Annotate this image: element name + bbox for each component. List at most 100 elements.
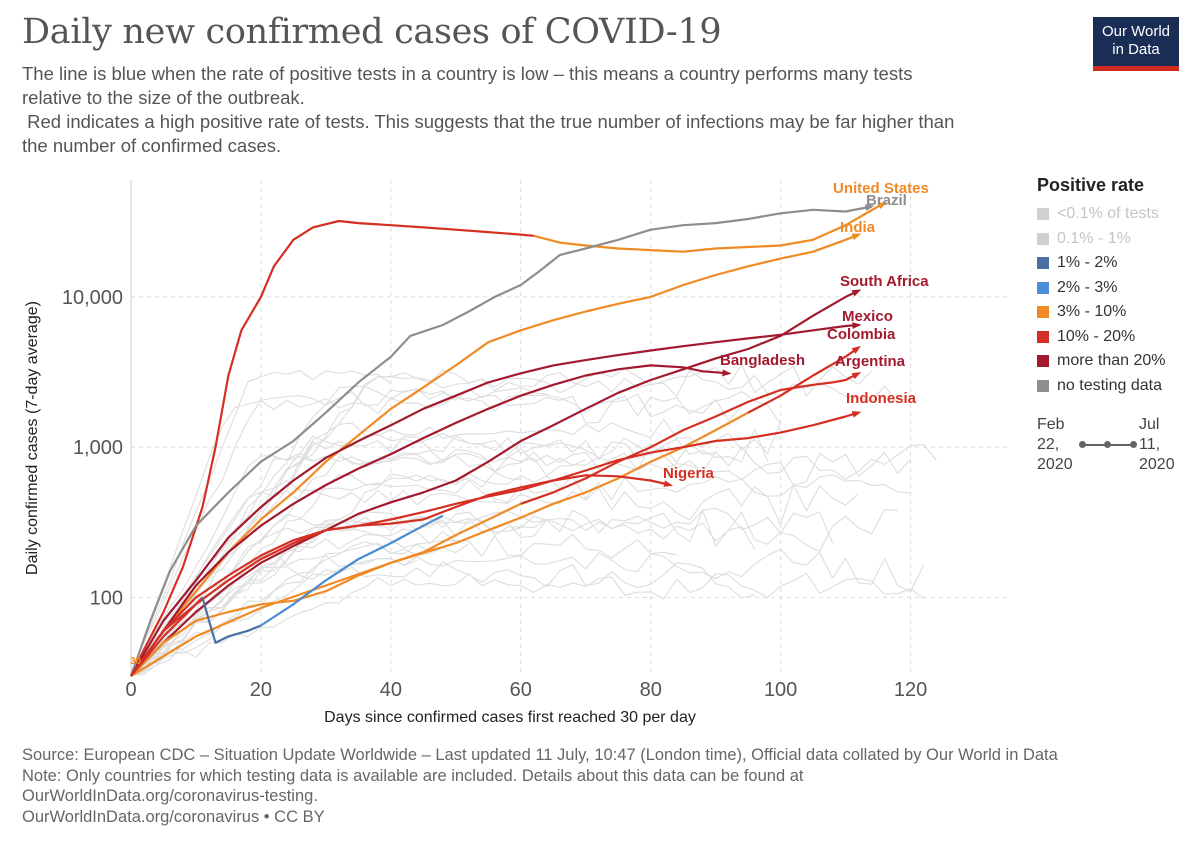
series-end-arrow [851, 289, 862, 297]
series-line [130, 411, 859, 677]
legend-title: Positive rate [1037, 175, 1145, 195]
y-axis-label: Daily confirmed cases (7-day average) [24, 301, 41, 575]
legend-item[interactable]: 0.1% - 1% [1037, 227, 1197, 252]
x-axis-label: Days since confirmed cases first reached… [324, 709, 696, 726]
timeline-end-day: 11, [1139, 436, 1161, 453]
y-tick-label: 100 [90, 587, 123, 609]
series-label: Nigeria [663, 465, 715, 482]
timeline-slider[interactable]: Feb 22, 2020 Jul 11, 2020 [1037, 415, 1187, 475]
background-country-line [130, 539, 456, 676]
x-tick-label: 80 [640, 679, 662, 701]
legend-swatch [1037, 208, 1049, 221]
chart-title: Daily new confirmed cases of COVID-19 [22, 12, 722, 52]
x-tick-label: 100 [764, 679, 797, 701]
series-end-arrow [663, 480, 674, 487]
start-marker-label: 30 [130, 656, 142, 667]
legend-item[interactable]: <0.1% of tests [1037, 202, 1197, 227]
legend-label: 1% - 2% [1057, 254, 1118, 272]
background-country-line [130, 393, 743, 677]
legend-swatch [1037, 257, 1049, 270]
owid-logo[interactable]: Our World in Data [1093, 17, 1179, 71]
series-end-arrow [851, 233, 862, 240]
series-line [129, 205, 872, 677]
background-country-line [130, 442, 937, 675]
legend-item[interactable]: 10% - 20% [1037, 325, 1197, 350]
line-chart: 0 20 40 60 80 100 120 100 1,000 10,000 Days since … [24, 180, 1008, 726]
background-country-line [130, 483, 859, 673]
background-country-line [130, 508, 898, 677]
x-tick-label: 0 [125, 679, 136, 701]
footer-source: Source: European CDC – Situation Update … [22, 746, 1058, 764]
timeline-start-label: Feb 22, 2020 [1037, 415, 1073, 475]
footer-link-testing[interactable]: OurWorldInData.org/coronavirus-testing. [22, 787, 318, 805]
series-end-arrow [851, 345, 861, 354]
background-country-line [130, 541, 470, 672]
background-country-line [130, 479, 560, 671]
subtitle-line: the number of confirmed cases. [22, 135, 282, 156]
legend-label: 10% - 20% [1057, 327, 1136, 345]
legend-item[interactable]: 1% - 2% [1037, 251, 1197, 276]
logo-line-1: Our World [1101, 23, 1171, 40]
background-country-line [130, 451, 912, 677]
series-line [747, 346, 860, 414]
series-line [130, 502, 522, 677]
legend-item[interactable]: 2% - 3% [1037, 276, 1197, 301]
background-country-line [130, 452, 586, 672]
series-line [533, 202, 886, 253]
background-country-line [130, 473, 911, 677]
background-country-line [130, 369, 392, 677]
series-line [130, 289, 860, 677]
series-line [130, 364, 729, 677]
background-country-line [130, 388, 782, 674]
footer-license[interactable]: OurWorldInData.org/coronavirus • CC BY [22, 807, 325, 826]
subtitle-line: relative to the size of the outbreak. [22, 87, 305, 108]
x-tick-label: 120 [894, 679, 927, 701]
series-line [130, 323, 859, 677]
legend: Positive rate <0.1% of tests 0.1% - 1% 1% … [1037, 175, 1197, 398]
subtitle-line: The line is blue when the rate of positi… [22, 63, 913, 84]
timeline-start-year: 2020 [1037, 456, 1073, 473]
chart-footer: Source: European CDC – Situation Update … [22, 745, 1058, 827]
chart-subtitle: The line is blue when the rate of positi… [22, 62, 1052, 158]
legend-swatch [1037, 306, 1049, 319]
legend-swatch [1037, 232, 1049, 245]
series-label: India [840, 219, 876, 236]
series-label: United States [833, 180, 929, 197]
legend-label: 2% - 3% [1057, 278, 1118, 296]
timeline-start-day: 22, [1037, 436, 1060, 453]
legend-swatch [1037, 281, 1049, 294]
legend-swatch [1037, 355, 1049, 368]
y-tick-label: 1,000 [73, 437, 123, 459]
series-line [130, 474, 671, 677]
series-label: Bangladesh [720, 352, 805, 369]
series-line [201, 597, 262, 644]
background-country-line [130, 533, 677, 677]
legend-label: 3% - 10% [1057, 303, 1127, 321]
legend-label: more than 20% [1057, 352, 1166, 370]
footer-note: Note: Only countries for which testing d… [22, 766, 804, 785]
y-tick-label: 10,000 [62, 287, 123, 309]
logo-line-2: in Data [1112, 41, 1160, 58]
series-label: Colombia [827, 326, 896, 343]
series-line [260, 514, 444, 627]
series-end-arrow [877, 202, 888, 209]
timeline-end-handle[interactable] [1130, 441, 1137, 448]
series-line [130, 219, 534, 677]
series-end-arrow [722, 369, 732, 377]
series-label: Indonesia [846, 390, 917, 407]
series-end-arrow [851, 411, 862, 418]
timeline-end-year: 2020 [1139, 456, 1175, 473]
logo-accent-bar [1093, 66, 1179, 71]
legend-swatch [1037, 330, 1049, 343]
series-label: Argentina [835, 353, 906, 370]
series-end-arrow [864, 204, 875, 211]
legend-item[interactable]: no testing data [1037, 374, 1197, 399]
legend-item[interactable]: 3% - 10% [1037, 300, 1197, 325]
legend-label: <0.1% of tests [1057, 205, 1159, 223]
timeline-end-month: Jul [1139, 416, 1160, 433]
series-line [130, 233, 860, 677]
legend-item[interactable]: more than 20% [1037, 349, 1197, 374]
legend-label: no testing data [1057, 376, 1162, 394]
series-line [130, 411, 749, 677]
timeline-start-handle[interactable] [1079, 441, 1086, 448]
